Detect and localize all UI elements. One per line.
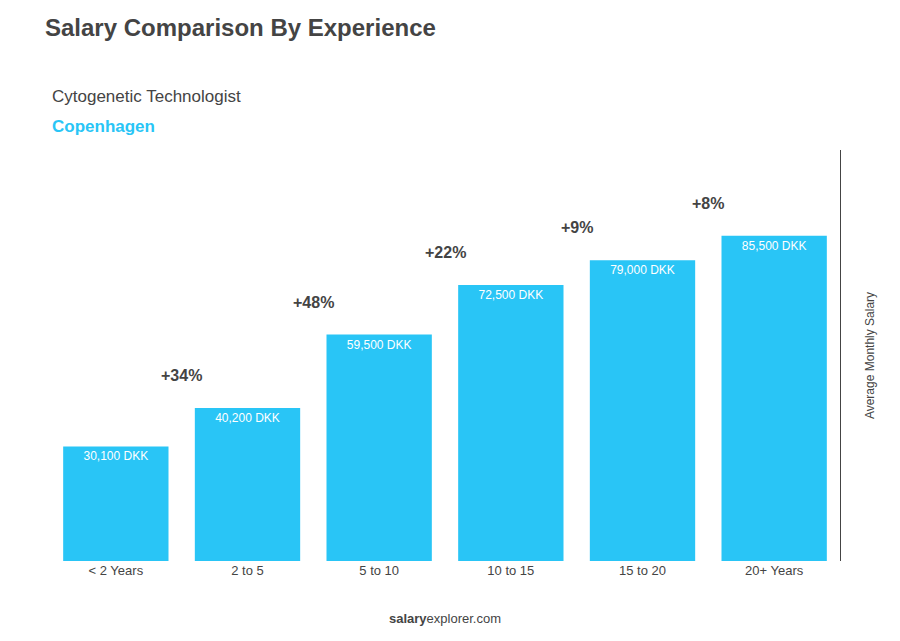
svg-text:+8%: +8% xyxy=(692,195,724,212)
svg-text:< 2 Years: < 2 Years xyxy=(89,563,144,578)
svg-text:+34%: +34% xyxy=(161,367,202,384)
svg-text:10 to 15: 10 to 15 xyxy=(487,563,534,578)
svg-text:Cytogenetic Technologist: Cytogenetic Technologist xyxy=(52,87,241,106)
svg-text:30,100 DKK: 30,100 DKK xyxy=(83,449,148,463)
svg-text:72,500 DKK: 72,500 DKK xyxy=(478,288,543,302)
svg-text:85,500 DKK: 85,500 DKK xyxy=(742,239,807,253)
svg-text:Copenhagen: Copenhagen xyxy=(52,117,155,136)
svg-text:5 to 10: 5 to 10 xyxy=(359,563,399,578)
svg-text:+9%: +9% xyxy=(561,219,593,236)
svg-text:59,500 DKK: 59,500 DKK xyxy=(347,338,412,352)
svg-text:2 to 5: 2 to 5 xyxy=(231,563,264,578)
svg-text:15 to 20: 15 to 20 xyxy=(619,563,666,578)
svg-text:+48%: +48% xyxy=(293,294,334,311)
svg-text:40,200 DKK: 40,200 DKK xyxy=(215,411,280,425)
svg-text:+22%: +22% xyxy=(425,244,466,261)
svg-text:79,000 DKK: 79,000 DKK xyxy=(610,263,675,277)
svg-text:20+ Years: 20+ Years xyxy=(745,563,804,578)
svg-text:salaryexplorer.com: salaryexplorer.com xyxy=(389,611,501,626)
svg-text:Salary Comparison By Experienc: Salary Comparison By Experience xyxy=(45,14,436,41)
svg-text:Average Monthly Salary: Average Monthly Salary xyxy=(863,292,877,419)
